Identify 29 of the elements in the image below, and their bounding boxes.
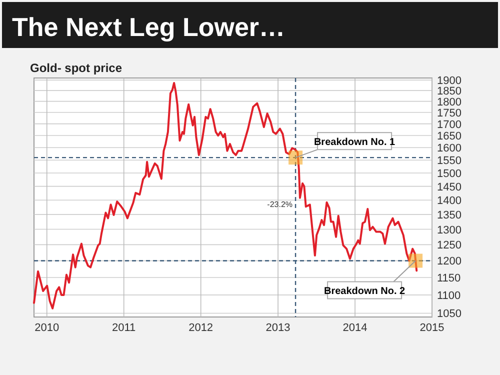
y-tick-label: 1750 (437, 107, 462, 120)
y-tick-label: 1100 (437, 290, 461, 302)
y-tick-label: 1450 (437, 181, 462, 194)
y-tick-label: 1050 (437, 308, 462, 320)
x-tick-label: 2013 (266, 322, 290, 334)
y-tick-label: 1150 (437, 272, 461, 284)
x-tick-label: 2011 (112, 322, 136, 334)
y-tick-label: 1850 (437, 86, 462, 98)
y-tick-label: 1600 (437, 142, 462, 155)
x-tick-label: 2012 (188, 322, 214, 334)
y-tick-label: 1700 (437, 118, 462, 131)
x-tick-label: 2014 (342, 322, 368, 334)
y-tick-label: 1650 (437, 130, 462, 143)
x-tick-label: 2015 (420, 322, 444, 334)
y-tick-label: 1800 (437, 96, 462, 108)
y-tick-label: 1900 (437, 75, 462, 88)
chart-subtitle: Gold- spot price (30, 61, 122, 75)
annotation: Breakdown No. 1 (314, 137, 396, 148)
y-tick-label: 1250 (437, 240, 462, 252)
y-tick-label: 1350 (437, 209, 462, 222)
chart-title: The Next Leg Lower… (12, 12, 286, 42)
x-tick-label: 2010 (34, 322, 60, 334)
annotation: Breakdown No. 2 (324, 286, 406, 298)
annotation: -23.2% (267, 200, 293, 210)
y-tick-label: 1500 (437, 168, 462, 180)
y-tick-label: 1400 (437, 195, 462, 208)
y-tick-label: 1550 (437, 155, 462, 168)
y-tick-label: 1200 (437, 256, 462, 268)
y-tick-label: 1300 (437, 224, 462, 236)
